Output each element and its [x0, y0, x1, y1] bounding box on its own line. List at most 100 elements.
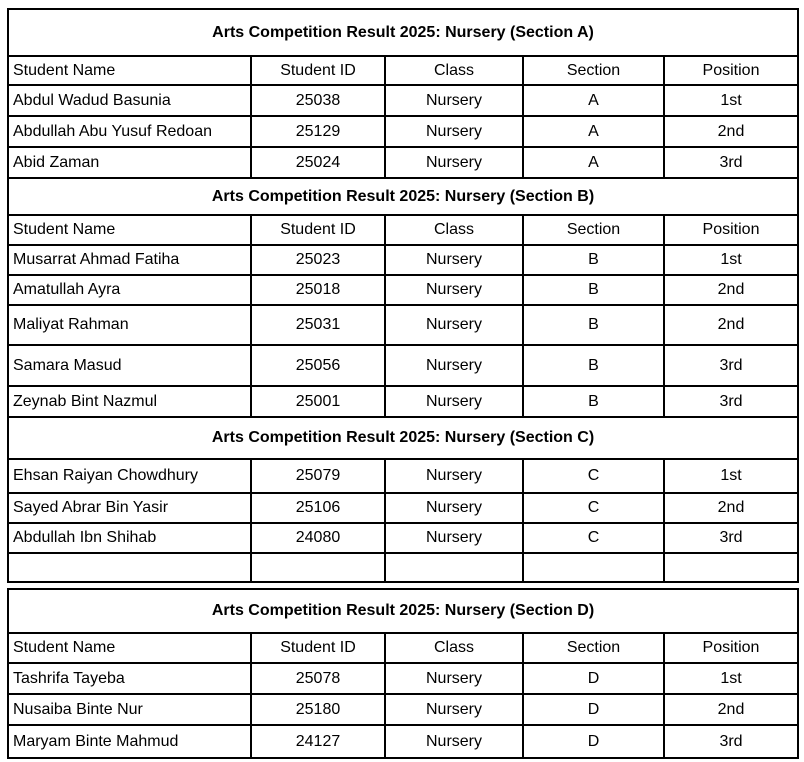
table-row: Musarrat Ahmad Fatiha 25023 Nursery B 1s… [7, 244, 800, 276]
student-name-cell: Nusaiba Binte Nur [7, 693, 252, 726]
position-cell: 3rd [662, 146, 800, 179]
student-name-cell: Maliyat Rahman [7, 304, 252, 346]
class-cell: Nursery [384, 662, 524, 695]
column-header-student-name: Student Name [7, 632, 252, 664]
header-row: Student Name Student ID Class Section Po… [7, 55, 800, 86]
student-name-cell: Musarrat Ahmad Fatiha [7, 244, 252, 276]
student-name-cell: Maryam Binte Mahmud [7, 724, 252, 759]
column-header-student-id: Student ID [250, 55, 386, 86]
section-cell: A [522, 115, 665, 148]
student-name-cell: Zeynab Bint Nazmul [7, 385, 252, 418]
position-cell: 2nd [662, 115, 800, 148]
table-row: Amatullah Ayra 25018 Nursery B 2nd [7, 274, 800, 306]
student-id-cell: 25106 [250, 492, 386, 524]
section-cell: B [522, 274, 665, 306]
position-cell: 3rd [662, 522, 800, 554]
table-row: Abid Zaman 25024 Nursery A 3rd [7, 146, 800, 179]
section-cell: C [522, 458, 665, 494]
section-cell: A [522, 84, 665, 117]
student-name-cell: Abid Zaman [7, 146, 252, 179]
column-header-class: Class [384, 632, 524, 664]
position-cell: 2nd [662, 304, 800, 346]
section-cell: B [522, 385, 665, 418]
column-header-student-id: Student ID [250, 214, 386, 246]
table-row: Abdul Wadud Basunia 25038 Nursery A 1st [7, 84, 800, 117]
position-cell: 1st [663, 662, 799, 695]
table-row: Abdullah Ibn Shihab 24080 Nursery C 3rd [7, 522, 800, 554]
column-header-student-id: Student ID [250, 632, 386, 664]
section-cell: D [522, 693, 665, 726]
column-header-section: Section [522, 632, 665, 664]
section-c-title-row: Arts Competition Result 2025: Nursery (S… [6, 416, 800, 460]
empty-cell [250, 552, 386, 583]
section-a-title-row: Arts Competition Result 2025: Nursery (S… [6, 8, 800, 57]
student-id-cell: 25001 [250, 385, 386, 418]
table-row: Zeynab Bint Nazmul 25001 Nursery B 3rd [7, 385, 800, 418]
student-id-cell: 25023 [250, 244, 386, 276]
class-cell: Nursery [384, 458, 524, 494]
section-cell: D [522, 724, 665, 759]
class-cell: Nursery [384, 724, 524, 759]
student-name-cell: Abdullah Abu Yusuf Redoan [7, 115, 252, 148]
class-cell: Nursery [384, 344, 524, 387]
section-cell: D [522, 662, 665, 695]
section-d-title-row: Arts Competition Result 2025: Nursery (S… [7, 588, 799, 634]
student-name-cell: Sayed Abrar Bin Yasir [7, 492, 252, 524]
class-cell: Nursery [384, 146, 524, 179]
student-id-cell: 24080 [250, 522, 386, 554]
student-name-cell: Ehsan Raiyan Chowdhury [7, 458, 252, 494]
student-id-cell: 25129 [250, 115, 386, 148]
empty-cell [7, 552, 252, 583]
student-name-cell: Abdul Wadud Basunia [7, 84, 252, 117]
column-header-student-name: Student Name [7, 214, 252, 246]
table-row: Abdullah Abu Yusuf Redoan 25129 Nursery … [7, 115, 800, 148]
empty-row [7, 552, 800, 583]
student-id-cell: 25056 [250, 344, 386, 387]
column-header-position: Position [663, 632, 799, 664]
student-id-cell: 25079 [250, 458, 386, 494]
position-cell: 3rd [662, 344, 800, 387]
column-header-class: Class [384, 214, 524, 246]
student-name-cell: Tashrifa Tayeba [7, 662, 252, 695]
column-header-position: Position [662, 214, 800, 246]
class-cell: Nursery [384, 84, 524, 117]
student-name-cell: Abdullah Ibn Shihab [7, 522, 252, 554]
section-d-title: Arts Competition Result 2025: Nursery (S… [7, 588, 799, 634]
header-row: Student Name Student ID Class Section Po… [7, 632, 799, 664]
student-id-cell: 24127 [250, 724, 386, 759]
section-b-title-row: Arts Competition Result 2025: Nursery (S… [6, 177, 800, 216]
section-b-title: Arts Competition Result 2025: Nursery (S… [6, 177, 800, 216]
student-name-cell: Amatullah Ayra [7, 274, 252, 306]
column-header-section: Section [522, 214, 665, 246]
table-row: Samara Masud 25056 Nursery B 3rd [7, 344, 800, 387]
table-row: Nusaiba Binte Nur 25180 Nursery D 2nd [7, 693, 799, 726]
position-cell: 1st [662, 84, 800, 117]
column-header-section: Section [522, 55, 665, 86]
column-header-position: Position [662, 55, 800, 86]
empty-cell [662, 552, 800, 583]
class-cell: Nursery [384, 522, 524, 554]
student-id-cell: 25038 [250, 84, 386, 117]
table-row: Tashrifa Tayeba 25078 Nursery D 1st [7, 662, 799, 695]
class-cell: Nursery [384, 385, 524, 418]
class-cell: Nursery [384, 492, 524, 524]
empty-cell [384, 552, 524, 583]
class-cell: Nursery [384, 115, 524, 148]
position-cell: 2nd [662, 492, 800, 524]
class-cell: Nursery [384, 693, 524, 726]
column-header-student-name: Student Name [7, 55, 252, 86]
class-cell: Nursery [384, 274, 524, 306]
results-table-d: Arts Competition Result 2025: Nursery (S… [7, 588, 799, 759]
section-c-title: Arts Competition Result 2025: Nursery (S… [6, 416, 800, 460]
column-header-class: Class [384, 55, 524, 86]
student-id-cell: 25031 [250, 304, 386, 346]
section-cell: B [522, 344, 665, 387]
table-row: Ehsan Raiyan Chowdhury 25079 Nursery C 1… [7, 458, 800, 494]
position-cell: 2nd [663, 693, 799, 726]
table-row: Maliyat Rahman 25031 Nursery B 2nd [7, 304, 800, 346]
student-id-cell: 25180 [250, 693, 386, 726]
position-cell: 3rd [662, 385, 800, 418]
position-cell: 1st [662, 458, 800, 494]
table-row: Maryam Binte Mahmud 24127 Nursery D 3rd [7, 724, 799, 759]
